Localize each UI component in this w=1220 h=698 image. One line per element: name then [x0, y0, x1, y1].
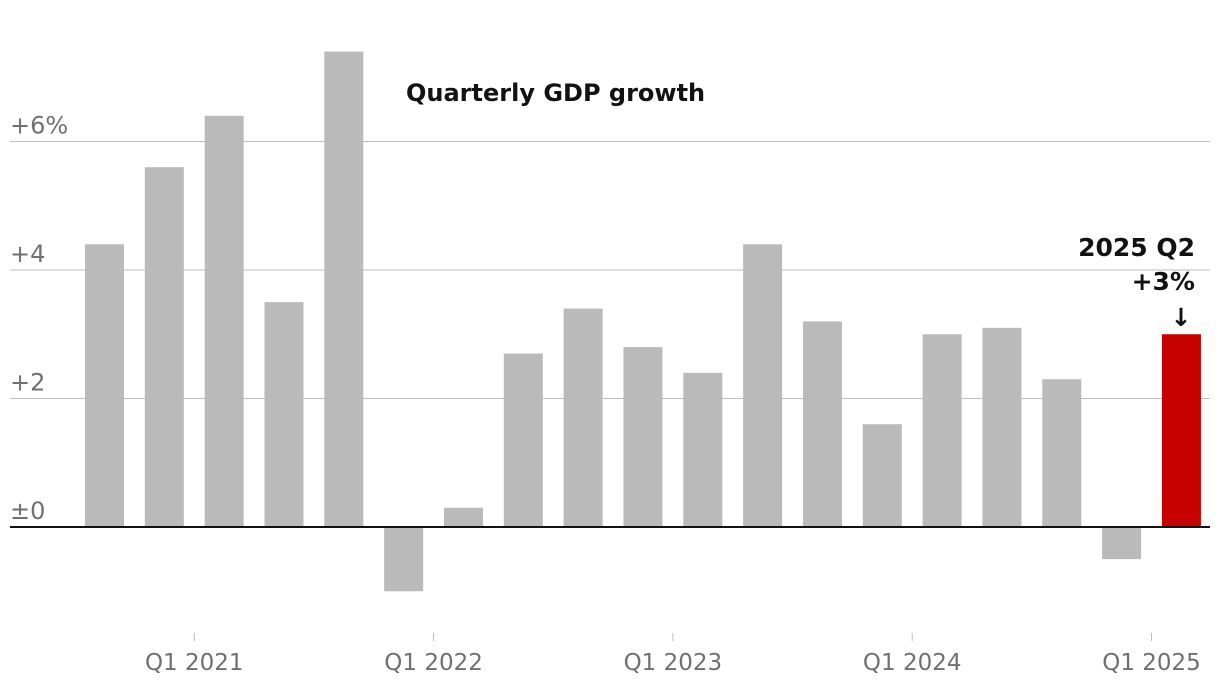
annotation-value-label: +3%: [1132, 267, 1195, 296]
y-axis-labels: ±0 +2 +4 +6%: [10, 112, 68, 526]
x-tick-label: Q1 2023: [624, 650, 723, 676]
annotation-quarter-label: 2025 Q2: [1078, 233, 1195, 262]
gridlines: [10, 141, 1210, 399]
bar: [623, 347, 663, 527]
bar: [862, 424, 902, 527]
bar: [1042, 379, 1082, 527]
bar: [443, 507, 483, 527]
bar: [85, 244, 124, 528]
y-tick-label: +4: [10, 240, 45, 268]
bar: [144, 167, 184, 527]
bar: [743, 244, 783, 528]
y-tick-label: +6%: [10, 112, 68, 140]
bar: [1102, 527, 1142, 560]
x-tick-label: Q1 2025: [1102, 650, 1201, 676]
x-tick-label: Q1 2021: [145, 650, 244, 676]
bar-highlighted: [1161, 334, 1201, 527]
bar: [683, 372, 723, 527]
bar: [384, 527, 424, 592]
y-tick-label: +2: [10, 369, 45, 397]
y-tick-label: ±0: [10, 497, 45, 525]
bar: [802, 321, 842, 527]
bar: [264, 302, 304, 527]
bar: [204, 115, 244, 528]
latest-quarter-annotation: 2025 Q2 +3% ↓: [1078, 233, 1195, 332]
bar: [982, 327, 1022, 527]
chart-title: Quarterly GDP growth: [406, 79, 705, 107]
x-tick-label: Q1 2024: [863, 650, 962, 676]
x-tick-label: Q1 2022: [384, 650, 483, 676]
bar: [503, 353, 543, 527]
x-axis-labels: Q1 2021 Q1 2022 Q1 2023 Q1 2024 Q1 2025: [145, 633, 1201, 676]
bar: [324, 51, 364, 528]
bar: [922, 334, 962, 527]
bars: [85, 51, 1201, 592]
down-arrow-icon: ↓: [1171, 303, 1192, 332]
bar: [563, 308, 603, 527]
